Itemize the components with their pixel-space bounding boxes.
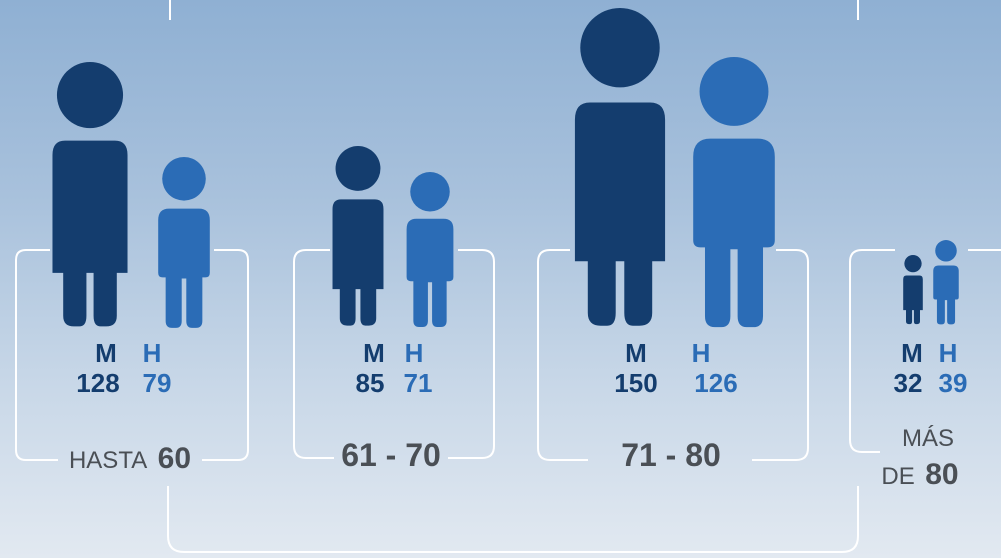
range-prefix: MÁS: [902, 425, 954, 452]
women-count: 150: [614, 368, 657, 398]
women-series-label: M: [95, 338, 117, 368]
range-value: 61 - 70: [341, 437, 441, 473]
men-series-label: H: [143, 338, 162, 368]
bottom-bracket: [167, 486, 859, 553]
frame-group-2: [293, 249, 495, 459]
men-count: 39: [939, 368, 968, 398]
men-series-label: H: [692, 338, 711, 368]
man-icon: [158, 157, 210, 328]
frame-group-1: [15, 249, 249, 461]
range-value: 71 - 80: [621, 437, 721, 473]
man-icon: [406, 172, 454, 327]
women-count: 32: [894, 368, 923, 398]
women-count: 128: [76, 368, 119, 398]
frame-group-4: [849, 249, 1001, 453]
frame-group-3: [537, 249, 809, 461]
men-series-label: H: [405, 338, 424, 368]
man-icon: [933, 240, 959, 325]
woman-icon: [574, 8, 666, 326]
range-label: DE 80: [881, 458, 958, 491]
women-count: 85: [356, 368, 385, 398]
range-value: 60: [158, 442, 191, 475]
range-value: 80: [925, 458, 958, 491]
woman-icon: [332, 146, 384, 326]
woman-icon: [903, 255, 923, 325]
women-series-label: M: [363, 338, 385, 368]
woman-icon: [52, 62, 128, 327]
men-count: 79: [143, 368, 172, 398]
man-icon: [693, 57, 775, 328]
women-series-label: M: [901, 338, 923, 368]
women-series-label: M: [625, 338, 647, 368]
men-count: 126: [694, 368, 737, 398]
range-prefix: DE: [881, 463, 914, 490]
men-series-label: H: [939, 338, 958, 368]
range-label: HASTA 60: [69, 442, 191, 475]
top-bracket: [169, 0, 859, 20]
men-count: 71: [404, 368, 433, 398]
range-prefix: HASTA: [69, 447, 147, 474]
